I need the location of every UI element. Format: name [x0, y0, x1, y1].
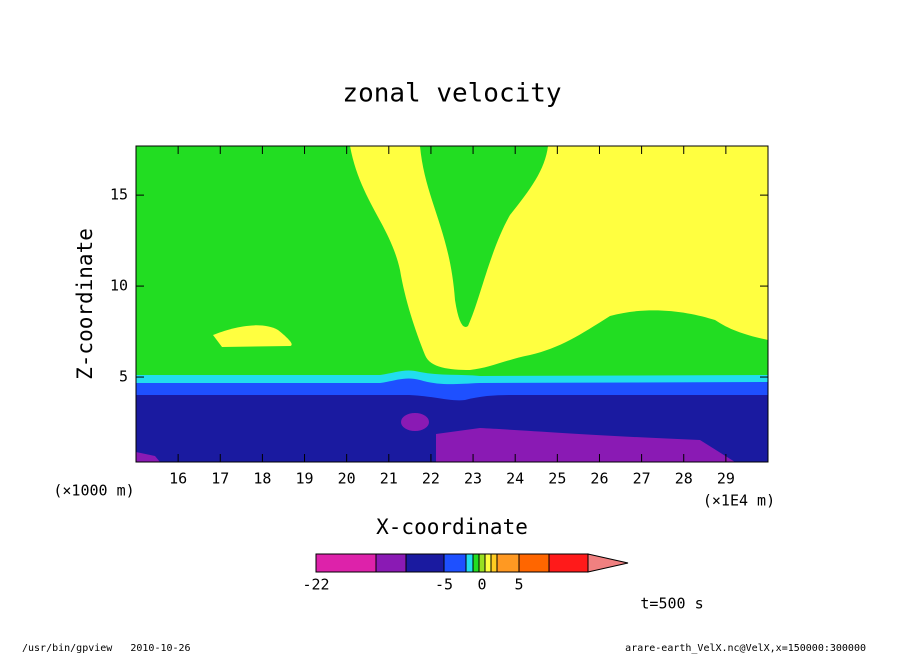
colorbar-swatch — [484, 553, 492, 573]
colorbar-label: 0 — [477, 576, 486, 594]
colorbar: -22 -5 0 5 — [302, 553, 629, 594]
colorbar-swatch — [478, 553, 486, 573]
footer: arare-earth_VelX.nc@VelX,x=150000:300000 — [625, 643, 866, 654]
plot-frame — [135, 145, 769, 463]
x-tick-label: 17 — [211, 470, 229, 488]
colorbar-swatch — [496, 553, 520, 573]
x-unit-label: (×1E4 m) — [703, 492, 775, 510]
contour-fill — [136, 452, 160, 462]
colorbar-swatch — [472, 553, 480, 573]
x-tick-label: 27 — [633, 470, 651, 488]
x-unit-label: (×1000 m) — [53, 482, 134, 500]
x-tick-label: 19 — [296, 470, 314, 488]
x-tick-label: 22 — [422, 470, 440, 488]
contour-fill — [420, 146, 548, 327]
colorbar-swatch — [405, 553, 445, 573]
y-tick-label: 10 — [110, 277, 128, 295]
colorbar-swatch — [443, 553, 467, 573]
colorbar-label: -5 — [435, 576, 453, 594]
colorbar-swatch — [375, 553, 407, 573]
x-tick-label: 20 — [338, 470, 356, 488]
x-tick-label: 18 — [253, 470, 271, 488]
colorbar-swatch — [518, 553, 550, 573]
contour-fill — [401, 413, 429, 431]
x-tick-label: 23 — [464, 470, 482, 488]
contours — [136, 146, 768, 462]
y-tick-label: 5 — [119, 368, 128, 386]
x-tick-label: 29 — [717, 470, 735, 488]
x-tick-label: 24 — [506, 470, 524, 488]
colorbar-swatch — [548, 553, 589, 573]
x-tick-label: 21 — [380, 470, 398, 488]
colorbar-swatch — [490, 553, 498, 573]
x-tick-label: 26 — [590, 470, 608, 488]
colorbar-label: -22 — [302, 576, 329, 594]
chart-title: zonal velocity — [342, 79, 561, 109]
x-axis-label: X-coordinate — [376, 515, 528, 539]
colorbar-swatch — [587, 553, 629, 573]
plot-area — [135, 145, 769, 463]
x-tick-label: 28 — [675, 470, 693, 488]
colorbar-swatch — [315, 553, 377, 573]
y-axis-label: Z-coordinate — [73, 228, 97, 380]
x-tick-label: 16 — [169, 470, 187, 488]
y-tick-label: 15 — [110, 186, 128, 204]
footer: /usr/bin/gpview 2010-10-26 — [22, 643, 191, 654]
contour-fill — [436, 428, 735, 462]
x-tick-label: 25 — [548, 470, 566, 488]
time-label: t=500 s — [640, 595, 703, 613]
colorbar-label: 5 — [514, 576, 523, 594]
colorbar-swatch — [465, 553, 474, 573]
contour-fill — [213, 325, 292, 347]
